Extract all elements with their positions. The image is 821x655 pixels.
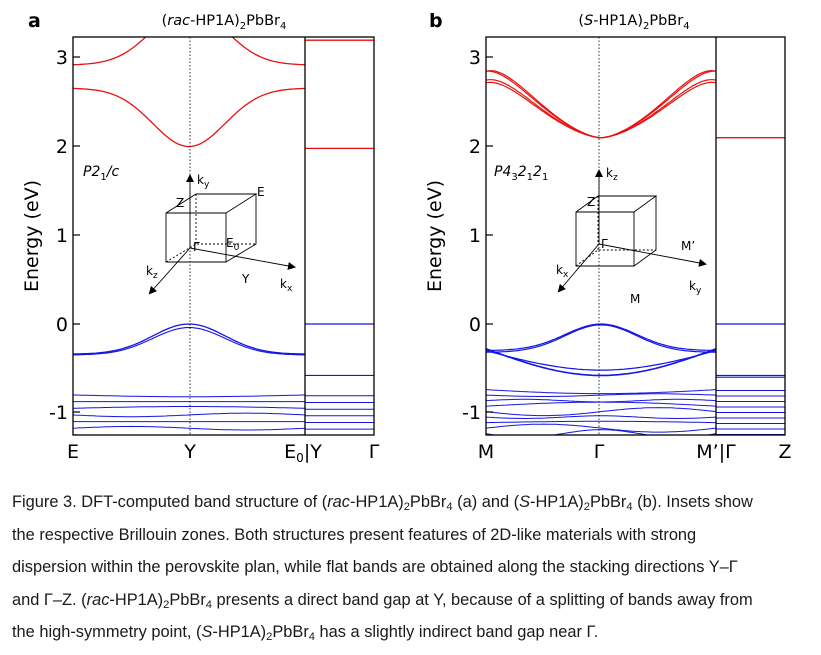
panel-a: a (rac-HP1A)2PbBr4 Energy (eV) 3 2 1 0 -…: [21, 10, 380, 470]
panel-b-bz-kz: kz: [606, 166, 618, 183]
panel-a-frame: [72, 36, 375, 436]
panel-b-title: (S-HP1A)2PbBr4: [578, 13, 689, 32]
panel-a-bz-kz: kz: [146, 264, 158, 281]
panel-a-letter: a: [28, 10, 41, 32]
valence-band: [486, 348, 717, 377]
panel-b: b (S-HP1A)2PbBr4 Energy (eV) 3 2 1 0 -1 …: [424, 10, 792, 470]
valence-band: [486, 323, 717, 352]
panel-a-y-ticks: [73, 56, 80, 413]
caption-line-5: the high-symmetry point, (S-HP1A)2PbBr4 …: [12, 623, 599, 644]
valence-band: [486, 415, 717, 419]
valence-band: [73, 406, 306, 409]
valence-band: [486, 393, 717, 397]
panel-a-bz-ky: ky: [197, 173, 210, 190]
valence-band: [486, 389, 717, 395]
conduction-band: [73, 37, 306, 66]
panel-a-ytick-1: 1: [56, 225, 68, 247]
valence-band: [73, 412, 306, 418]
panel-b-ytick-0: 0: [469, 314, 481, 336]
valence-band: [486, 423, 717, 433]
panel-b-ytick-m1: -1: [462, 402, 481, 424]
panel-b-ytick-3: 3: [469, 47, 481, 69]
panel-b-brillouin-zone: [557, 169, 707, 293]
panel-a-ytick-3: 3: [56, 47, 68, 69]
panel-b-ytick-1: 1: [469, 225, 481, 247]
panel-a-y-axis-label: Energy (eV): [21, 180, 43, 292]
panel-b-xtick-Gamma: Γ: [594, 441, 605, 463]
panel-a-xtick-Gamma: Γ: [369, 441, 380, 463]
panel-b-y-ticks: [486, 56, 493, 413]
panel-b-bz-Z: Z: [587, 195, 595, 209]
panel-a-ytick-m1: -1: [49, 402, 68, 424]
valence-band: [486, 398, 717, 403]
valence-band: [486, 429, 717, 435]
panel-a-bz-kx: kx: [280, 277, 293, 294]
panel-a-brillouin-zone: [148, 174, 296, 295]
valence-band: [486, 401, 717, 407]
valence-band: [73, 394, 305, 398]
panel-a-xtick-Y: Y: [183, 441, 196, 463]
valence-band: [486, 407, 717, 417]
panel-a-title: (rac-HP1A)2PbBr4: [162, 13, 287, 32]
figure-caption: Figure 3. DFT-computed band structure of…: [12, 486, 802, 649]
panel-a-space-group: P21/c: [83, 164, 119, 183]
caption-line-2: the respective Brillouin zones. Both str…: [12, 525, 697, 544]
valence-band: [73, 466, 305, 470]
valence-band: [486, 468, 716, 470]
valence-band: [486, 465, 716, 468]
panel-b-ytick-2: 2: [469, 136, 481, 158]
valence-band: [486, 324, 716, 353]
panel-a-bz-Gamma: Γ: [193, 240, 200, 254]
band-structure-figure: a (rac-HP1A)2PbBr4 Energy (eV) 3 2 1 0 -…: [21, 10, 792, 470]
valence-band: [486, 350, 717, 371]
panel-b-bz-Gamma: Γ: [601, 237, 608, 251]
panel-b-space-group: P432121: [494, 164, 548, 183]
conduction-band: [73, 87, 306, 148]
panel-a-bz-E0: E0: [226, 236, 240, 253]
panel-a-bz-Y: Y: [241, 272, 250, 286]
panel-b-y-axis-label: Energy (eV): [424, 180, 446, 292]
panel-b-bz-M: M: [630, 292, 640, 306]
panel-b-bz-kx: kx: [556, 263, 569, 280]
panel-b-frame: [485, 36, 786, 436]
panel-a-bz-Z: Z: [176, 196, 184, 210]
caption-line-4: and Γ–Z. (rac-HP1A)2PbBr4 presents a dir…: [12, 590, 753, 611]
panel-a-xtick-E0Y: E0|Y: [284, 441, 322, 465]
conduction-band: [486, 70, 717, 139]
panel-a-xtick-E: E: [67, 441, 79, 463]
panel-a-ytick-2: 2: [56, 136, 68, 158]
valence-band: [486, 420, 716, 424]
caption-line-3: dispersion within the perovskite plan, w…: [12, 558, 738, 577]
panel-b-letter: b: [429, 10, 443, 32]
conduction-band: [486, 81, 717, 139]
panel-b-xtick-M: M: [478, 441, 494, 463]
panel-b-bz-M1: M’: [681, 239, 695, 253]
valence-band: [73, 323, 306, 355]
panel-b-xtick-Z: Z: [778, 441, 791, 463]
caption-line-1: Figure 3. DFT-computed band structure of…: [12, 493, 753, 513]
panel-b-xtick-M1Gamma: M’|Γ: [696, 441, 736, 463]
valence-band: [73, 425, 306, 431]
panel-a-bz-E: E: [257, 185, 265, 199]
conduction-band: [486, 70, 716, 139]
panel-a-ytick-0: 0: [56, 314, 68, 336]
valence-band: [73, 326, 306, 356]
panel-b-bz-ky: ky: [689, 279, 702, 296]
